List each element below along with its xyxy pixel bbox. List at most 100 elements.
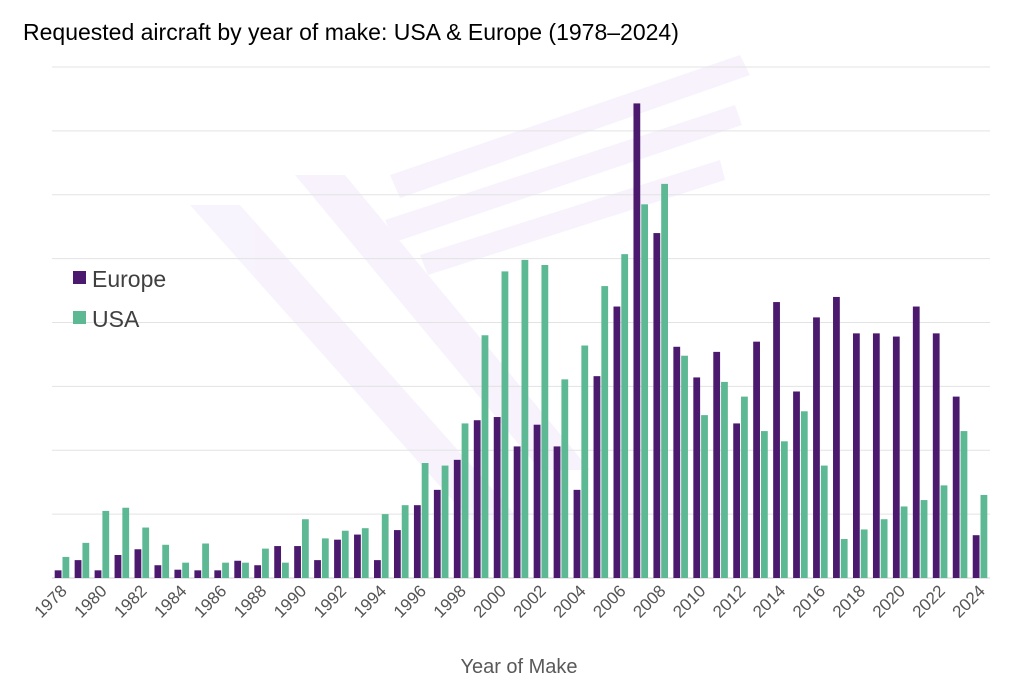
bar-europe-1989 — [274, 546, 282, 578]
bar-europe-1998 — [453, 459, 461, 578]
bar-europe-2011 — [713, 351, 721, 578]
bar-europe-1995 — [393, 530, 401, 578]
legend-label-usa: USA — [92, 306, 140, 332]
bar-europe-1999 — [473, 420, 481, 578]
x-tick-label-2008: 2008 — [629, 581, 669, 621]
bar-europe-2013 — [753, 341, 760, 578]
x-tick-label-2022: 2022 — [909, 581, 949, 621]
bar-usa-1982 — [142, 527, 150, 578]
bar-usa-2014 — [780, 441, 788, 578]
bar-usa-1980 — [102, 510, 110, 578]
bar-europe-2020 — [892, 336, 900, 578]
bar-europe-1988 — [254, 565, 262, 578]
bar-usa-1985 — [202, 543, 209, 578]
bar-usa-2003 — [561, 379, 569, 578]
bar-usa-2020 — [900, 506, 908, 578]
bar-usa-1989 — [282, 562, 289, 578]
bar-usa-1996 — [421, 463, 429, 578]
bar-europe-1985 — [194, 570, 202, 578]
bar-europe-2023 — [952, 396, 960, 578]
bar-europe-2015 — [793, 391, 800, 578]
bar-europe-2010 — [693, 377, 701, 578]
bar-europe-1987 — [234, 560, 242, 578]
bar-usa-1992 — [341, 530, 349, 578]
legend-swatch-usa — [73, 311, 86, 324]
bar-usa-2002 — [541, 265, 549, 578]
x-tick-label-2014: 2014 — [749, 581, 789, 621]
x-tick-label-1984: 1984 — [150, 581, 190, 621]
bar-usa-1997 — [441, 465, 449, 578]
bar-usa-2021 — [920, 500, 928, 578]
bar-europe-2014 — [773, 302, 780, 578]
x-tick-label-2004: 2004 — [550, 581, 590, 621]
bar-europe-1993 — [354, 534, 361, 578]
bar-europe-1978 — [54, 570, 62, 578]
x-tick-label-2000: 2000 — [470, 581, 510, 621]
bar-europe-1986 — [214, 570, 222, 578]
bar-europe-1997 — [433, 489, 441, 578]
x-tick-label-2020: 2020 — [869, 581, 909, 621]
bar-usa-2004 — [581, 345, 589, 578]
bar-europe-2024 — [972, 535, 980, 578]
bar-usa-2009 — [681, 355, 688, 578]
bar-europe-2019 — [872, 333, 880, 578]
x-tick-label-2024: 2024 — [949, 581, 989, 621]
x-tick-label-1980: 1980 — [71, 581, 111, 621]
bar-europe-2003 — [553, 446, 561, 578]
x-tick-label-1994: 1994 — [350, 581, 390, 621]
legend: Europe USA — [73, 266, 166, 332]
bar-usa-1991 — [321, 538, 329, 578]
legend-label-europe: Europe — [92, 266, 166, 292]
bar-usa-2018 — [860, 529, 868, 578]
x-tick-label-1988: 1988 — [230, 581, 270, 621]
bar-europe-1982 — [134, 549, 142, 578]
bar-usa-2012 — [741, 396, 748, 578]
x-tick-label-1996: 1996 — [390, 581, 430, 621]
bar-usa-1999 — [481, 335, 489, 578]
bar-usa-1984 — [182, 562, 190, 578]
bar-europe-2007 — [633, 103, 641, 578]
bar-europe-2018 — [852, 333, 860, 578]
x-tick-label-2006: 2006 — [589, 581, 629, 621]
bar-europe-2008 — [653, 233, 661, 578]
legend-swatch-europe — [73, 271, 86, 284]
bar-usa-1998 — [461, 423, 469, 578]
x-tick-label-2010: 2010 — [669, 581, 709, 621]
x-tick-label-2012: 2012 — [709, 581, 749, 621]
bar-usa-1993 — [361, 528, 369, 578]
bar-europe-2017 — [833, 296, 840, 578]
bar-europe-1996 — [413, 505, 421, 578]
bar-europe-1990 — [294, 546, 301, 578]
bar-usa-1978 — [62, 556, 70, 578]
x-tick-label-2002: 2002 — [510, 581, 550, 621]
bar-europe-2004 — [573, 489, 581, 578]
bar-usa-2017 — [840, 539, 848, 578]
bar-usa-1988 — [262, 548, 269, 578]
bar-usa-2007 — [641, 204, 649, 578]
bar-usa-2010 — [701, 415, 708, 578]
x-tick-labels: 1978 1980 1982 1984 1986 1988 1990 1992 1994 1996… — [31, 581, 989, 621]
x-tick-label-1990: 1990 — [270, 581, 310, 621]
bar-europe-2022 — [932, 333, 940, 578]
bar-usa-2024 — [980, 494, 988, 578]
x-tick-label-2018: 2018 — [829, 581, 869, 621]
bar-usa-1990 — [301, 519, 309, 578]
bar-usa-1979 — [82, 542, 90, 578]
bar-europe-2002 — [533, 424, 541, 578]
bar-usa-1986 — [222, 562, 229, 578]
x-tick-label-1986: 1986 — [190, 581, 230, 621]
bar-usa-2023 — [960, 431, 968, 578]
x-tick-label-1982: 1982 — [110, 581, 150, 621]
bar-usa-1995 — [401, 505, 409, 578]
chart-title: Requested aircraft by year of make: USA … — [23, 19, 679, 45]
bar-europe-1992 — [334, 539, 341, 578]
bar-europe-1991 — [314, 560, 321, 578]
bar-europe-1980 — [94, 570, 102, 578]
bar-usa-2016 — [820, 465, 828, 578]
bar-europe-1984 — [174, 569, 182, 578]
bar-usa-2011 — [721, 381, 728, 578]
bar-europe-2006 — [613, 306, 621, 578]
x-tick-label-2016: 2016 — [789, 581, 829, 621]
bar-europe-2021 — [912, 306, 920, 578]
